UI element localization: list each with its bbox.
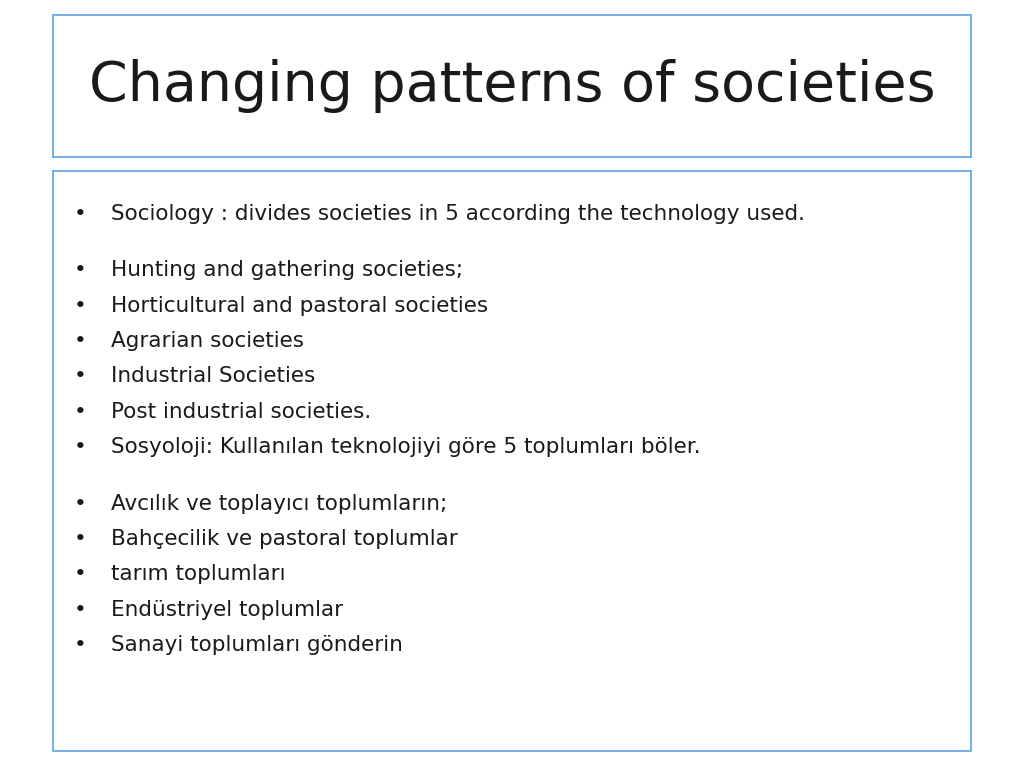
Text: •: •: [74, 564, 86, 584]
Text: Sanayi toplumları gönderin: Sanayi toplumları gönderin: [111, 635, 402, 655]
Text: •: •: [74, 204, 86, 223]
Text: Bahçecilik ve pastoral toplumlar: Bahçecilik ve pastoral toplumlar: [111, 529, 458, 549]
Text: Avcılık ve toplayıcı toplumların;: Avcılık ve toplayıcı toplumların;: [111, 494, 446, 514]
Text: •: •: [74, 437, 86, 457]
Text: •: •: [74, 635, 86, 655]
Text: Sociology : divides societies in 5 according the technology used.: Sociology : divides societies in 5 accor…: [111, 204, 805, 223]
Text: Agrarian societies: Agrarian societies: [111, 331, 303, 351]
Text: Sosyoloji: Kullanılan teknolojiyi göre 5 toplumları böler.: Sosyoloji: Kullanılan teknolojiyi göre 5…: [111, 437, 700, 457]
FancyBboxPatch shape: [53, 15, 971, 157]
Text: •: •: [74, 402, 86, 422]
Text: •: •: [74, 494, 86, 514]
Text: Endüstriyel toplumlar: Endüstriyel toplumlar: [111, 600, 343, 620]
Text: Hunting and gathering societies;: Hunting and gathering societies;: [111, 260, 463, 280]
Text: Changing patterns of societies: Changing patterns of societies: [89, 59, 935, 114]
Text: •: •: [74, 260, 86, 280]
Text: Industrial Societies: Industrial Societies: [111, 366, 314, 386]
FancyBboxPatch shape: [53, 171, 971, 751]
Text: •: •: [74, 366, 86, 386]
Text: •: •: [74, 296, 86, 316]
Text: •: •: [74, 331, 86, 351]
Text: •: •: [74, 600, 86, 620]
Text: Horticultural and pastoral societies: Horticultural and pastoral societies: [111, 296, 487, 316]
Text: tarım toplumları: tarım toplumları: [111, 564, 285, 584]
Text: •: •: [74, 529, 86, 549]
Text: Post industrial societies.: Post industrial societies.: [111, 402, 371, 422]
